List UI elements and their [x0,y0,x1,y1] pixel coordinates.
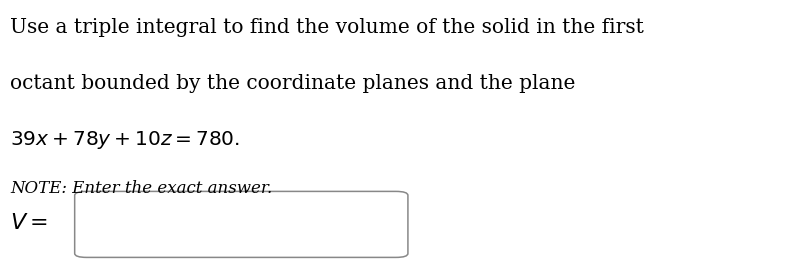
Text: $39x + 78y + 10z = 780.$: $39x + 78y + 10z = 780.$ [10,129,240,151]
FancyBboxPatch shape [75,191,407,257]
Text: Use a triple integral to find the volume of the solid in the first: Use a triple integral to find the volume… [10,18,643,37]
Text: NOTE: Enter the exact answer.: NOTE: Enter the exact answer. [10,180,273,196]
Text: $V =$: $V =$ [10,212,48,234]
Text: octant bounded by the coordinate planes and the plane: octant bounded by the coordinate planes … [10,74,575,93]
